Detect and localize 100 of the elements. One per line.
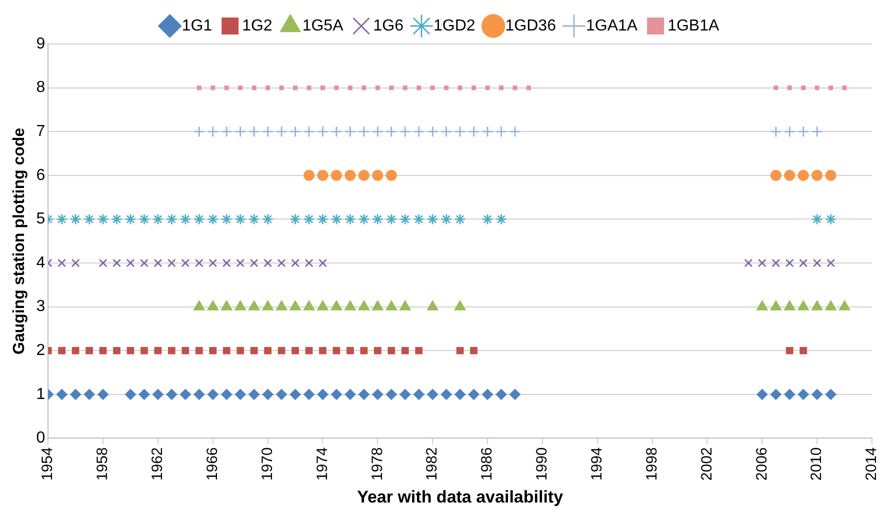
point bbox=[426, 300, 438, 310]
x-tick-label: 1954 bbox=[39, 447, 56, 481]
point bbox=[126, 258, 135, 268]
point bbox=[99, 346, 107, 354]
legend-label: 1G1 bbox=[182, 17, 212, 34]
point bbox=[262, 126, 274, 138]
point bbox=[386, 126, 398, 138]
point bbox=[303, 214, 315, 225]
point bbox=[317, 300, 328, 310]
point bbox=[56, 214, 68, 225]
point bbox=[290, 300, 301, 310]
point bbox=[399, 126, 411, 138]
point bbox=[224, 86, 229, 90]
point bbox=[278, 346, 286, 354]
point bbox=[276, 300, 288, 310]
point bbox=[248, 214, 260, 225]
point bbox=[399, 300, 411, 310]
point bbox=[784, 170, 796, 181]
y-tick-label: 1 bbox=[36, 386, 46, 403]
point bbox=[124, 388, 136, 400]
point bbox=[344, 170, 356, 181]
point bbox=[454, 126, 466, 138]
point bbox=[222, 258, 231, 268]
point bbox=[124, 214, 136, 225]
point bbox=[248, 388, 260, 400]
point bbox=[825, 388, 836, 400]
point bbox=[372, 388, 384, 400]
point bbox=[402, 86, 408, 90]
point bbox=[413, 126, 425, 138]
point bbox=[293, 86, 298, 90]
x-tick-label: 1986 bbox=[478, 447, 496, 481]
point bbox=[386, 388, 397, 400]
point bbox=[485, 86, 490, 90]
point bbox=[375, 86, 380, 90]
point bbox=[372, 300, 384, 310]
point bbox=[303, 300, 315, 310]
point bbox=[330, 214, 342, 225]
x-tick-label: 2006 bbox=[753, 447, 770, 481]
point bbox=[372, 170, 384, 181]
point bbox=[440, 214, 452, 225]
point bbox=[774, 86, 778, 90]
point bbox=[126, 346, 134, 354]
point bbox=[196, 86, 202, 90]
point bbox=[56, 388, 68, 400]
point bbox=[498, 86, 504, 90]
point bbox=[784, 126, 796, 138]
point bbox=[304, 170, 314, 181]
x-tick-label: 1998 bbox=[643, 447, 660, 481]
x-tick-label: 2010 bbox=[808, 447, 826, 481]
point bbox=[801, 86, 806, 90]
x-tick-label: 1962 bbox=[149, 447, 166, 481]
point bbox=[344, 300, 356, 310]
legend-label: 1G5A bbox=[302, 17, 344, 34]
point bbox=[70, 214, 82, 225]
y-tick-label: 7 bbox=[36, 123, 46, 140]
y-tick-label: 5 bbox=[36, 210, 46, 228]
point bbox=[252, 86, 256, 90]
point bbox=[758, 258, 766, 268]
point bbox=[166, 388, 178, 400]
point bbox=[413, 214, 425, 225]
point bbox=[811, 126, 823, 138]
point bbox=[374, 346, 382, 354]
x-tick-label: 1990 bbox=[534, 447, 551, 481]
point bbox=[399, 214, 411, 225]
point bbox=[279, 86, 284, 90]
point bbox=[236, 346, 244, 354]
point bbox=[317, 126, 328, 138]
point bbox=[388, 346, 396, 354]
point bbox=[332, 346, 340, 354]
point bbox=[358, 126, 370, 138]
legend-label: 1GD36 bbox=[505, 17, 556, 34]
point bbox=[344, 214, 356, 225]
point bbox=[262, 214, 274, 225]
point bbox=[304, 258, 314, 268]
point bbox=[168, 346, 176, 354]
point bbox=[770, 388, 782, 400]
x-tick-label: 2002 bbox=[698, 447, 716, 481]
point bbox=[400, 388, 411, 400]
point bbox=[264, 346, 272, 354]
point bbox=[426, 214, 438, 225]
legend-label: 1GA1A bbox=[586, 17, 638, 34]
point bbox=[744, 258, 753, 268]
point bbox=[194, 258, 204, 268]
point bbox=[799, 258, 808, 268]
point bbox=[303, 126, 315, 138]
point bbox=[154, 346, 162, 354]
point bbox=[330, 170, 342, 181]
point bbox=[330, 300, 342, 310]
point bbox=[458, 86, 462, 90]
point bbox=[360, 346, 368, 354]
point bbox=[319, 346, 326, 354]
point bbox=[304, 388, 314, 400]
x-tick-label: 1978 bbox=[368, 447, 386, 481]
point bbox=[812, 388, 823, 400]
point bbox=[358, 170, 370, 181]
point bbox=[266, 86, 270, 90]
point bbox=[454, 214, 466, 225]
y-tick-label: 9 bbox=[36, 35, 46, 52]
point bbox=[207, 126, 219, 138]
x-tick-label: 2014 bbox=[863, 447, 880, 481]
